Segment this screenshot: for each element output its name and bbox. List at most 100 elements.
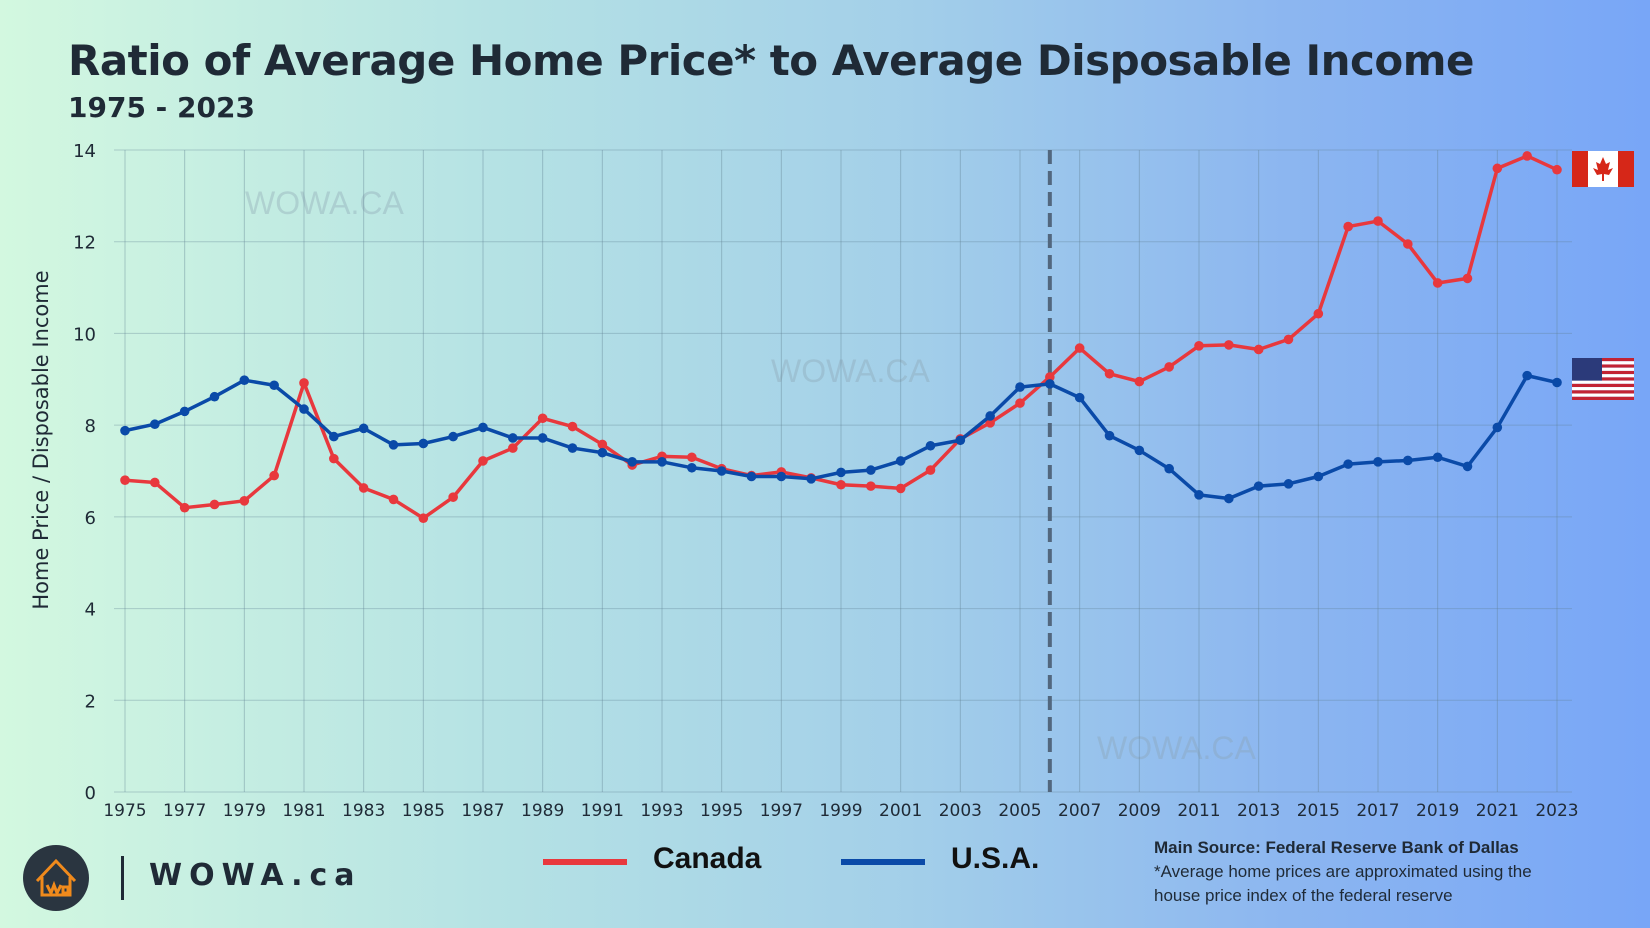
- data-point: [1045, 372, 1055, 382]
- data-point: [1224, 340, 1234, 350]
- y-tick-label: 14: [73, 141, 96, 162]
- flag-band-right: [1618, 151, 1634, 187]
- data-point: [478, 422, 488, 433]
- data-point: [985, 411, 995, 421]
- data-point: [1224, 493, 1234, 504]
- data-point: [836, 479, 846, 490]
- y-tick-label: 0: [85, 783, 96, 804]
- data-point: [418, 438, 429, 449]
- data-point: [269, 380, 279, 391]
- data-point: [925, 465, 936, 475]
- data-point: [478, 456, 488, 466]
- data-point: [806, 473, 816, 484]
- flag-stripe: [1572, 383, 1634, 388]
- data-point: [1074, 392, 1085, 403]
- data-point: [1134, 445, 1145, 456]
- flag-stripe: [1572, 358, 1634, 362]
- data-point: [448, 431, 458, 442]
- x-tick-label: 1993: [640, 801, 683, 821]
- brand-name: WOWA.ca: [149, 858, 362, 893]
- flag-stripe: [1572, 361, 1634, 365]
- flag-stripe: [1572, 387, 1634, 391]
- data-point: [955, 435, 966, 446]
- data-point: [1432, 278, 1443, 288]
- source-title: Main Source: Federal Reserve Bank of Dal…: [1154, 838, 1519, 857]
- data-point: [179, 502, 190, 513]
- x-tick-label: 2005: [998, 801, 1041, 821]
- data-point: [418, 513, 429, 524]
- x-tick-label: 2015: [1297, 801, 1340, 821]
- data-point: [895, 483, 906, 494]
- x-tick-label: 1981: [282, 801, 325, 821]
- data-point: [329, 453, 339, 464]
- x-tick-label: 2019: [1416, 801, 1459, 821]
- watermark: WOWA.CA: [771, 353, 930, 389]
- data-point: [866, 481, 876, 491]
- data-point: [895, 456, 906, 466]
- data-point: [358, 423, 369, 434]
- x-tick-label: 2021: [1476, 801, 1519, 821]
- data-point: [120, 425, 130, 436]
- data-point: [1462, 461, 1473, 472]
- data-point: [150, 419, 160, 430]
- data-point: [239, 375, 250, 386]
- data-point: [1283, 334, 1294, 345]
- data-point: [388, 494, 399, 505]
- data-point: [1373, 457, 1383, 467]
- watermark: WOWA.CA: [245, 185, 404, 221]
- data-point: [329, 431, 339, 442]
- data-point: [179, 406, 190, 417]
- legend-swatch-canada: [543, 859, 627, 865]
- legend-label-usa: U.S.A.: [951, 842, 1040, 875]
- data-point: [1552, 377, 1562, 388]
- y-tick-label: 6: [85, 508, 96, 529]
- data-point: [1194, 341, 1204, 351]
- data-point: [1343, 459, 1353, 469]
- data-point: [1462, 273, 1473, 284]
- brand-divider: [121, 856, 124, 900]
- flag-stripe: [1572, 364, 1634, 368]
- data-point: [1253, 344, 1264, 355]
- data-point: [597, 439, 608, 450]
- source-note-line-1: *Average home prices are approximated us…: [1154, 862, 1532, 881]
- data-point: [1104, 430, 1115, 441]
- x-tick-label: 2009: [1118, 801, 1161, 821]
- flag-stripe: [1572, 377, 1634, 381]
- data-point: [209, 391, 220, 402]
- data-point: [388, 440, 399, 450]
- data-point: [508, 443, 518, 453]
- data-point: [597, 447, 608, 458]
- flag-stripe: [1572, 390, 1634, 394]
- data-point: [1522, 151, 1532, 161]
- y-axis-label: Home Price / Disposable Income: [29, 270, 53, 609]
- data-point: [1432, 452, 1443, 463]
- data-point: [209, 499, 220, 510]
- data-point: [836, 467, 846, 478]
- x-tick-label: 1999: [819, 801, 862, 821]
- data-point: [1164, 362, 1174, 372]
- y-tick-label: 12: [73, 233, 96, 254]
- x-tick-label: 1983: [342, 801, 385, 821]
- source-note-line-2: house price index of the federal reserve: [1154, 886, 1453, 905]
- chart-title: Ratio of Average Home Price* to Average …: [68, 36, 1474, 85]
- flag-stripe: [1572, 370, 1634, 375]
- data-point: [687, 452, 697, 463]
- data-point: [120, 475, 130, 485]
- data-point: [299, 404, 309, 414]
- x-tick-label: 1995: [700, 801, 743, 821]
- data-point: [1373, 216, 1383, 226]
- x-tick-label: 1985: [402, 801, 445, 821]
- watermark: WOWA.CA: [1097, 730, 1256, 766]
- y-tick-label: 10: [73, 324, 96, 345]
- data-point: [1522, 370, 1532, 381]
- data-point: [746, 471, 757, 482]
- x-tick-label: 1977: [163, 801, 206, 821]
- data-point: [1313, 471, 1324, 482]
- legend-label-canada: Canada: [653, 842, 762, 875]
- flag-stripe: [1572, 393, 1634, 397]
- flag-stripe: [1572, 374, 1634, 378]
- data-point: [925, 440, 936, 451]
- y-tick-label: 2: [85, 691, 96, 712]
- data-point: [687, 462, 697, 473]
